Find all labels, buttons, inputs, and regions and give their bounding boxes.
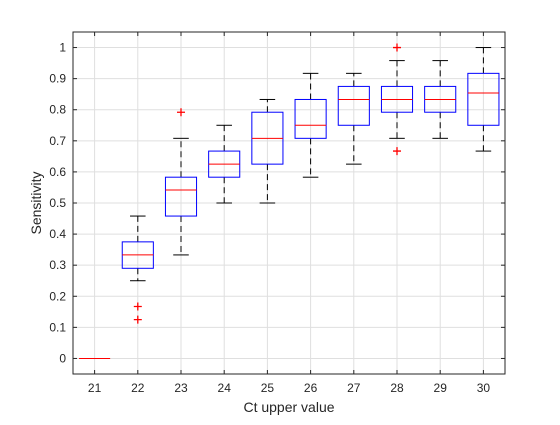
y-tick-label: 0 [59,351,66,365]
x-tick-label: 25 [261,381,275,395]
ticks: 0 0.1 0.2 0.3 0.4 0.5 0.6 0.7 0.8 0.9 1 21 22 23 24 25 2… [49,32,505,395]
box-group [208,124,241,204]
box-group [294,72,327,178]
box-group [424,60,457,139]
x-tick-label: 30 [477,381,491,395]
x-tick-label: 28 [390,381,404,395]
y-tick-label: 0.5 [49,196,66,210]
box-iqr [337,85,370,126]
outlier-marker [177,108,185,117]
x-tick-label: 26 [304,381,318,395]
y-tick-label: 0.8 [49,103,66,117]
box-iqr [294,98,327,139]
x-axis-label: Ct upper value [243,399,334,415]
y-tick-label: 0.3 [49,258,66,272]
boxes [79,43,500,359]
x-tick-label: 22 [131,381,145,395]
x-tick-label: 29 [434,381,448,395]
box-group [251,98,284,204]
box-iqr [467,72,500,126]
box-group [164,108,198,256]
box-group [467,47,500,152]
y-tick-label: 1 [59,41,66,55]
x-tick-label: 27 [347,381,361,395]
outlier-marker [133,302,142,311]
box-group [380,43,414,156]
y-tick-label: 0.9 [49,72,66,86]
x-tick-label: 21 [88,381,102,395]
box-group [121,215,154,324]
outlier-marker [393,43,401,52]
box-group [337,72,370,165]
y-tick-label: 0.2 [49,289,66,303]
y-axis-label: Sensitivity [28,171,44,234]
outlier-marker [393,147,401,156]
x-tick-label: 23 [174,381,188,395]
y-tick-label: 0.7 [49,134,66,148]
y-tick-label: 0.4 [49,227,66,241]
y-tick-label: 0.1 [49,320,66,334]
outlier-marker [133,315,142,324]
box-iqr [164,176,198,217]
y-tick-label: 0.6 [49,165,66,179]
x-tick-label: 24 [218,381,232,395]
